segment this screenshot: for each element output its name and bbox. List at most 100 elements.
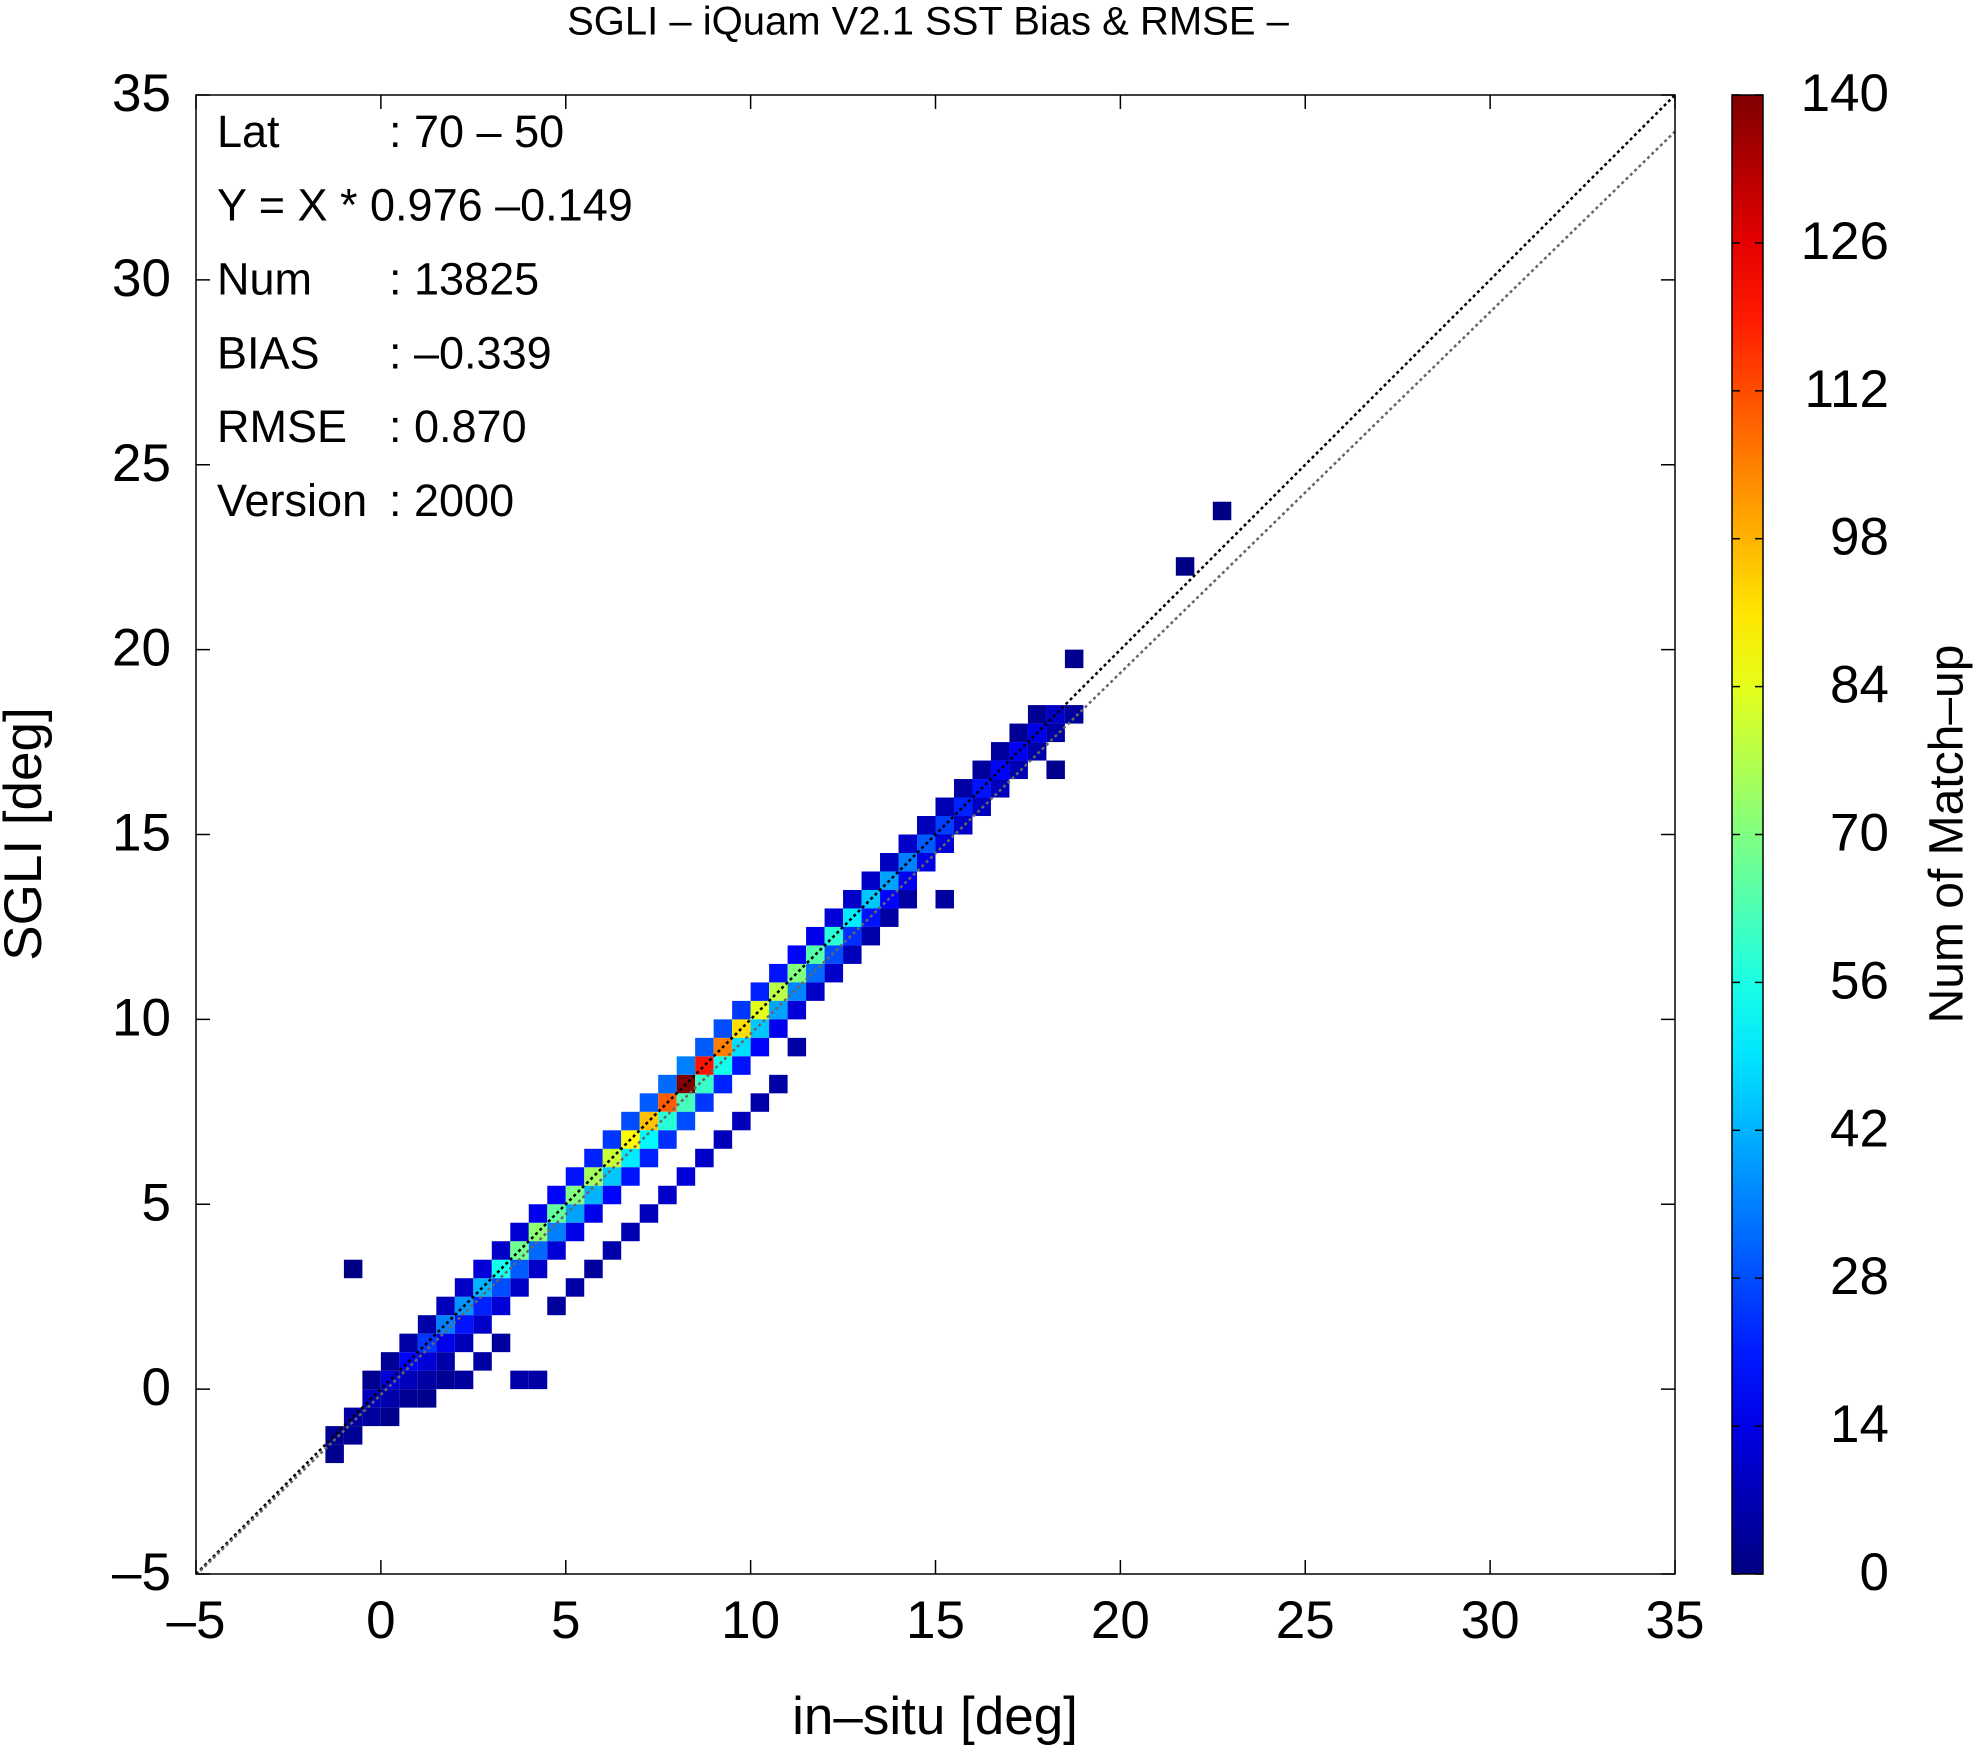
cell	[713, 1019, 733, 1038]
cell	[602, 1167, 622, 1186]
cell	[454, 1315, 474, 1334]
cell	[417, 1370, 437, 1390]
cell	[1027, 705, 1047, 724]
cell	[898, 852, 918, 872]
cell	[362, 1370, 381, 1390]
stat-label: Version	[217, 475, 367, 526]
cell	[325, 1444, 344, 1464]
colorbar-tick-label: 28	[1830, 1247, 1889, 1306]
cell	[417, 1389, 437, 1408]
cell	[399, 1389, 418, 1408]
cell	[436, 1352, 455, 1371]
y-tick-label: 30	[112, 249, 171, 308]
cell	[713, 1130, 733, 1149]
cell	[658, 1130, 677, 1149]
x-tick-label: 30	[1461, 1591, 1520, 1650]
x-tick-label: –5	[167, 1591, 226, 1650]
x-tick-label: 5	[551, 1591, 580, 1650]
x-tick-label: 20	[1091, 1591, 1150, 1650]
cell	[1027, 742, 1047, 761]
cell	[695, 1056, 714, 1075]
cell	[750, 982, 770, 1001]
cell	[528, 1241, 548, 1260]
colorbar-tick-label: 0	[1860, 1543, 1889, 1602]
cell	[473, 1352, 492, 1371]
cell	[565, 1204, 585, 1223]
y-tick-label: 5	[142, 1173, 171, 1232]
cell	[898, 834, 918, 853]
cell	[454, 1370, 474, 1390]
cell	[547, 1185, 566, 1205]
cell	[584, 1185, 603, 1205]
cell	[676, 1056, 696, 1075]
cell	[917, 816, 936, 835]
cell	[676, 1111, 696, 1131]
cell	[602, 1241, 622, 1260]
y-tick-label: 15	[112, 804, 171, 863]
cell	[787, 1037, 807, 1057]
cell	[584, 1259, 603, 1279]
cell	[935, 797, 954, 817]
cell	[658, 1111, 677, 1131]
cell	[510, 1222, 529, 1242]
cell	[676, 1093, 696, 1112]
cell	[473, 1315, 492, 1334]
cell	[769, 1019, 788, 1038]
cell	[417, 1352, 437, 1371]
cell	[658, 1185, 677, 1205]
cell	[362, 1407, 381, 1427]
cell	[1046, 705, 1065, 724]
cell	[491, 1296, 511, 1316]
cell	[953, 816, 973, 835]
cell	[473, 1259, 492, 1279]
chart-title: SGLI – iQuam V2.1 SST Bias & RMSE –	[567, 0, 1290, 44]
cell	[1212, 501, 1232, 521]
x-tick-label: 35	[1646, 1591, 1705, 1650]
cell	[732, 1056, 751, 1075]
y-tick-label: –5	[112, 1543, 171, 1602]
cell	[639, 1130, 659, 1149]
cell	[953, 797, 973, 817]
cell	[787, 945, 807, 964]
cell	[713, 1074, 733, 1094]
cell	[695, 1148, 714, 1168]
cell	[1175, 557, 1195, 576]
cell	[750, 1037, 770, 1057]
cell	[436, 1315, 455, 1334]
cell	[843, 908, 862, 927]
cell	[880, 852, 899, 872]
y-tick-label: 20	[112, 619, 171, 678]
cell	[491, 1241, 511, 1260]
cell	[565, 1222, 585, 1242]
cell	[565, 1167, 585, 1186]
cell	[547, 1296, 566, 1316]
cell	[621, 1222, 640, 1242]
cell	[806, 963, 825, 983]
stat-label: RMSE	[217, 401, 347, 452]
colorbar-tick-label: 112	[1805, 360, 1890, 419]
cell	[584, 1148, 603, 1168]
y-tick-label: 35	[112, 64, 171, 123]
cell	[824, 945, 844, 964]
cell	[639, 1093, 659, 1112]
cell	[750, 1019, 770, 1038]
stat-text: Y = X * 0.976 –0.149	[217, 180, 633, 231]
cell	[417, 1315, 437, 1334]
cell	[639, 1148, 659, 1168]
x-tick-label: 10	[721, 1591, 780, 1650]
cell	[953, 779, 973, 798]
cells	[325, 501, 1232, 1464]
fit-line	[196, 130, 1675, 1574]
stat-value: : 13825	[389, 253, 539, 304]
cell	[491, 1278, 511, 1297]
cell	[769, 963, 788, 983]
colorbar-tick-label: 14	[1830, 1395, 1889, 1454]
stat-label: Lat	[217, 106, 280, 157]
cell	[380, 1407, 400, 1427]
colorbar-tick-label: 56	[1830, 951, 1889, 1010]
cell	[732, 1111, 751, 1131]
cell	[1009, 760, 1028, 780]
cell	[861, 871, 881, 890]
cell	[750, 1093, 770, 1112]
